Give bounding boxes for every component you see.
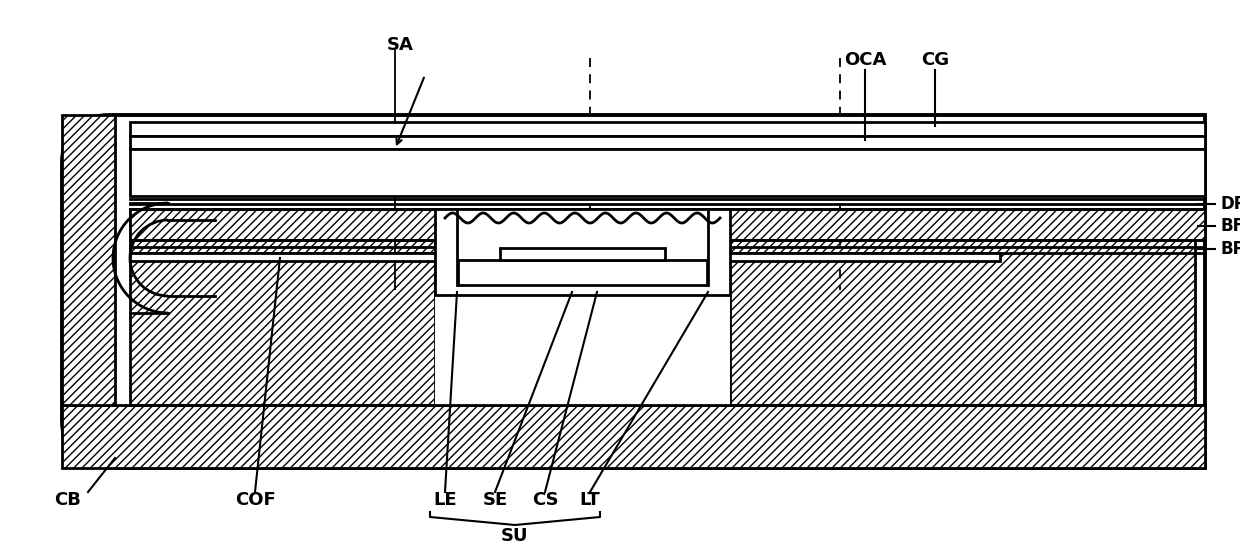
Bar (130, 253, 999, 261)
Text: SU: SU (501, 527, 528, 545)
Bar (435, 209, 730, 295)
Bar (62, 115, 115, 405)
Text: LT: LT (579, 491, 600, 509)
Bar (62, 405, 1205, 468)
Bar (730, 209, 1195, 405)
Text: BF: BF (1220, 217, 1240, 235)
Bar (130, 209, 435, 405)
Text: BP: BP (1220, 240, 1240, 258)
PathPatch shape (62, 115, 1205, 468)
Bar (130, 136, 1205, 149)
Bar (130, 149, 1205, 196)
Bar (458, 260, 707, 285)
Text: COF: COF (234, 491, 275, 509)
Text: CS: CS (532, 491, 558, 509)
Bar (435, 209, 730, 405)
Text: SE: SE (482, 491, 507, 509)
Bar (130, 122, 1205, 136)
Text: CB: CB (55, 491, 82, 509)
Text: LE: LE (433, 491, 456, 509)
Text: OCA: OCA (843, 51, 887, 69)
Text: SA: SA (387, 36, 413, 54)
Text: CG: CG (921, 51, 949, 69)
Text: DP: DP (1220, 195, 1240, 213)
Bar (130, 209, 1205, 240)
Bar (500, 248, 665, 260)
